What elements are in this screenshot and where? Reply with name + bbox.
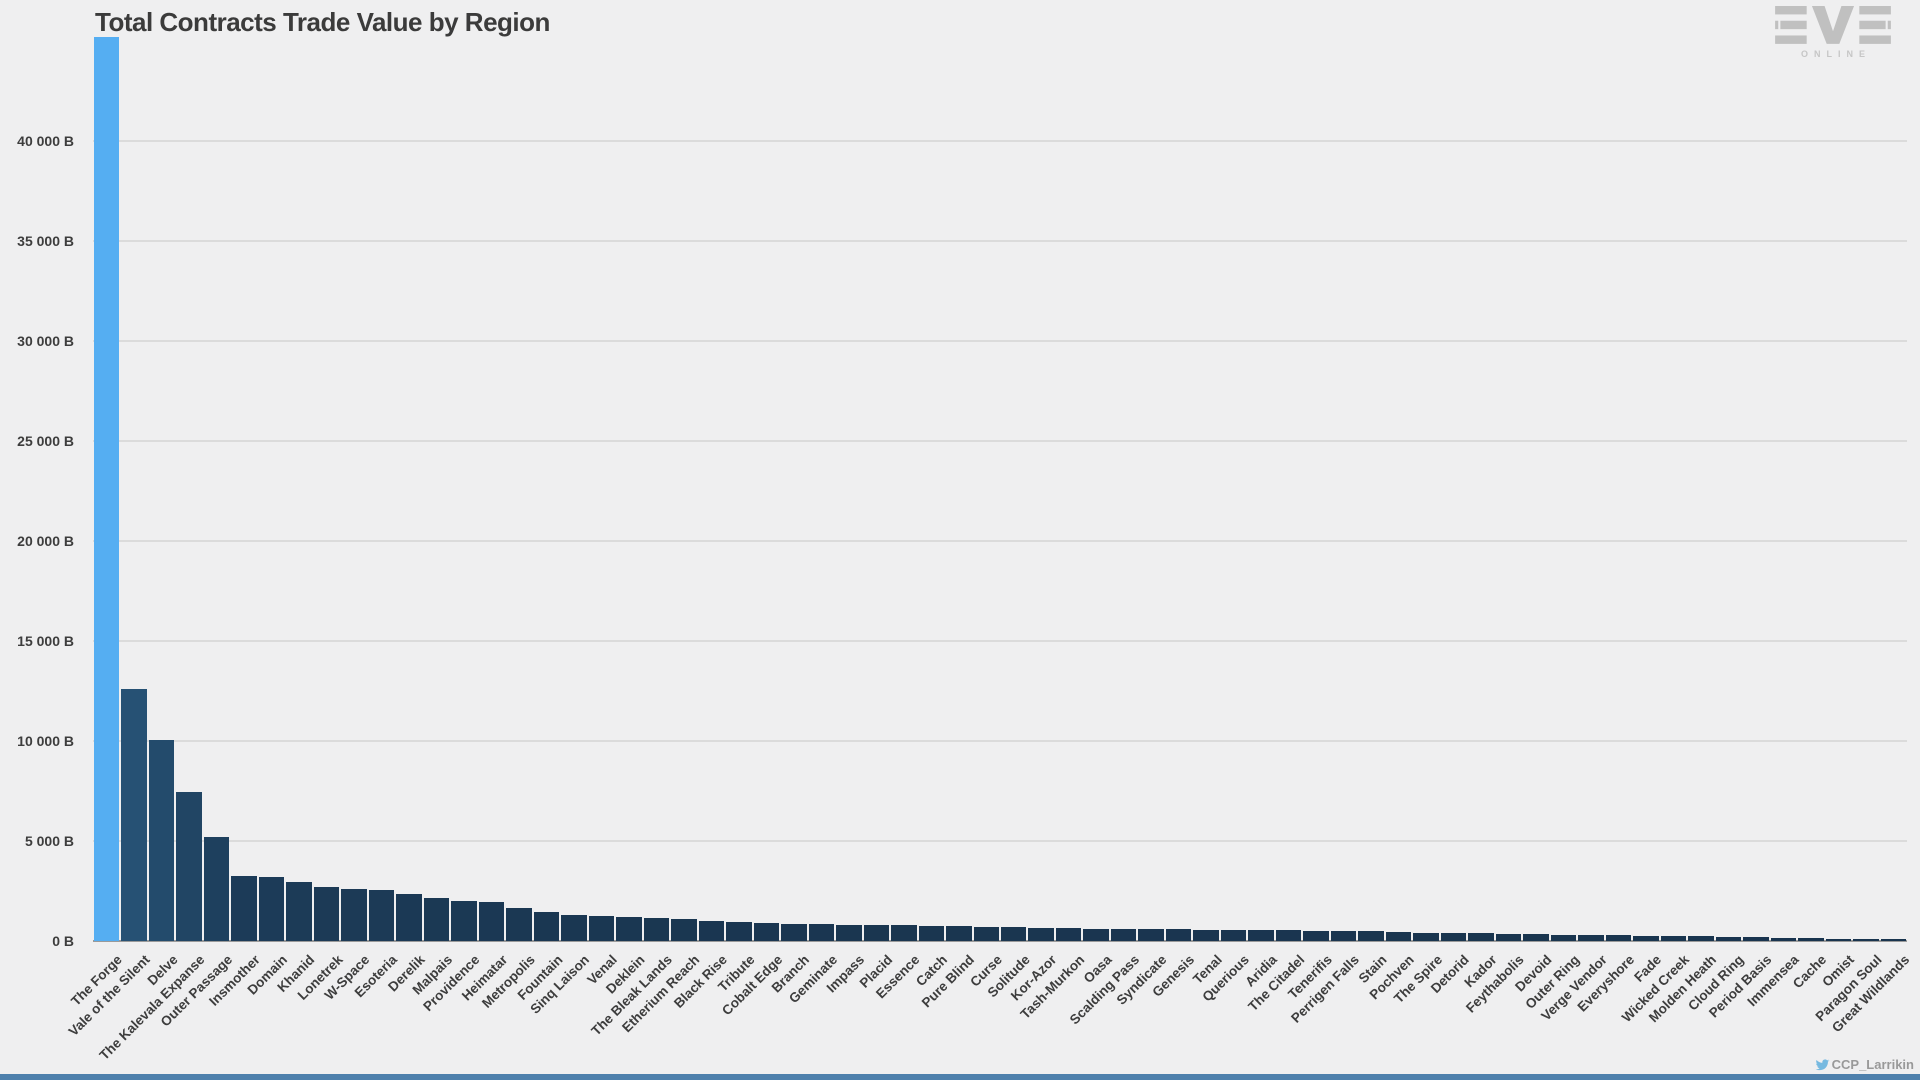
x-axis: The Forge Vale of the Silent Delve The Kale…: [66, 944, 1912, 1074]
bar-the-citadel: [1275, 930, 1302, 941]
gridline: [93, 640, 1907, 642]
bar-molden-heath: [1688, 936, 1714, 941]
y-tick-label: 15 000 B: [17, 633, 74, 649]
eve-online-logo: ONLINE: [1774, 6, 1892, 59]
bar-oasa: [1083, 928, 1109, 941]
twitter-bird-icon: [1815, 1059, 1829, 1071]
bar-outer-passage: [203, 837, 230, 941]
bar-w-space: [341, 889, 367, 941]
bar-khanid: [286, 882, 312, 941]
bar-fade: [1633, 935, 1659, 941]
chart-title: Total Contracts Trade Value by Region: [95, 7, 550, 37]
gridline: [93, 540, 1907, 542]
bar-tribute: [726, 922, 752, 941]
bar-lonetrek: [313, 887, 340, 941]
bar-curse: [973, 927, 999, 941]
bar-cache: [1798, 938, 1824, 941]
bar-geminate: [808, 924, 835, 941]
y-tick-label: 0 B: [52, 933, 74, 949]
bar-impass: [836, 924, 862, 941]
bar-insmother: [231, 876, 257, 941]
bar-omist: [1825, 938, 1852, 941]
bar-derelik: [396, 894, 422, 941]
eve-logo-subtext: ONLINE: [1800, 49, 1871, 59]
bar-domain: [258, 877, 285, 941]
bar-metropolis: [506, 908, 532, 941]
bar-genesis: [1165, 929, 1192, 941]
bar-cobalt-edge: [753, 923, 780, 941]
y-tick-label: 10 000 B: [17, 733, 74, 749]
bar-esoteria: [368, 890, 395, 941]
bar-the-forge: [94, 37, 120, 941]
bar-syndicate: [1138, 929, 1164, 941]
bar-catch: [918, 925, 945, 941]
bar-outer-ring: [1550, 934, 1577, 941]
gridline: [93, 140, 1907, 142]
bar-verge-vendor: [1578, 935, 1604, 941]
bar-sinq-laison: [561, 915, 587, 941]
bar-solitude: [1001, 927, 1027, 941]
bar-fountain: [533, 912, 560, 941]
bar-vale-of-the-silent: [121, 689, 147, 941]
eve-logo-icon: [1775, 6, 1891, 44]
bar-delve: [148, 740, 175, 941]
bar-scalding-pass: [1110, 929, 1137, 941]
bar-black-rise: [698, 921, 725, 941]
y-tick-label: 35 000 B: [17, 233, 74, 249]
gridline: [93, 440, 1907, 442]
gridline: [93, 740, 1907, 742]
bar-tenal: [1193, 929, 1219, 941]
bar-tash-murkon: [1055, 928, 1082, 941]
bar-the-bleak-lands: [643, 918, 670, 941]
bar-perrigen-falls: [1330, 931, 1357, 941]
bar-providence: [451, 901, 477, 941]
bar-venal: [588, 916, 615, 941]
y-tick-label: 40 000 B: [17, 133, 74, 149]
bar-deklein: [616, 917, 642, 941]
bar-period-basis: [1743, 937, 1769, 941]
bar-placid: [863, 925, 890, 941]
credit: CCP_Larrikin: [1815, 1057, 1914, 1072]
y-tick-label: 30 000 B: [17, 333, 74, 349]
y-tick-label: 5 000 B: [24, 833, 74, 849]
bar-essence: [891, 925, 917, 941]
bar-detorid: [1440, 933, 1467, 941]
bar-everyshore: [1605, 935, 1632, 941]
gridline: [93, 340, 1907, 342]
bar-kador: [1468, 933, 1494, 941]
bar-pochven: [1385, 932, 1412, 941]
bar-stain: [1358, 931, 1384, 941]
bar-heimatar: [478, 902, 505, 941]
bar-the-spire: [1413, 932, 1439, 941]
bar-devoid: [1523, 934, 1549, 941]
credit-handle: CCP_Larrikin: [1831, 1057, 1914, 1072]
plot-area: [93, 37, 1907, 942]
bar-cloud-ring: [1715, 936, 1742, 941]
bar-aridia: [1248, 930, 1274, 941]
gridline: [93, 840, 1907, 842]
bar-the-kalevala-expanse: [176, 792, 202, 941]
bar-branch: [781, 923, 807, 941]
bar-paragon-soul: [1853, 939, 1879, 941]
footer-accent-bar: [0, 1074, 1920, 1080]
bar-tenerifis: [1303, 930, 1329, 941]
x-axis-line: [93, 940, 1907, 942]
gridline: [93, 240, 1907, 242]
y-axis: 0 B 5 000 B 10 000 B 15 000 B 20 000 B 25 000…: [0, 37, 84, 949]
bar-wicked-creek: [1660, 936, 1687, 941]
bar-immensea: [1770, 937, 1797, 941]
bar-etherium-reach: [671, 919, 697, 941]
bar-kor-azor: [1028, 927, 1054, 941]
bar-querious: [1220, 929, 1247, 941]
bar-great-wildlands: [1880, 939, 1906, 941]
y-tick-label: 20 000 B: [17, 533, 74, 549]
bar-feythabolis: [1495, 933, 1522, 941]
bar-malpais: [423, 898, 450, 941]
y-tick-label: 25 000 B: [17, 433, 74, 449]
bar-pure-blind: [946, 926, 972, 941]
